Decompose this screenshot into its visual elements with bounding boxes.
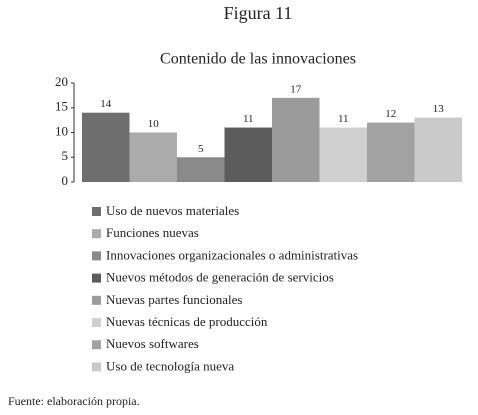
bar bbox=[82, 112, 130, 182]
bar bbox=[129, 132, 177, 182]
bar bbox=[414, 117, 462, 182]
legend-label: Uso de tecnología nueva bbox=[106, 358, 234, 373]
legend-swatch bbox=[92, 207, 101, 216]
legend-label: Innovaciones organizacionales o administ… bbox=[106, 247, 358, 262]
bar bbox=[319, 127, 367, 182]
value-label: 11 bbox=[243, 113, 254, 125]
legend-label: Nuevas partes funcionales bbox=[106, 292, 242, 307]
legend-swatch bbox=[92, 340, 101, 350]
bar bbox=[367, 122, 415, 182]
y-tick-label: 20 bbox=[55, 74, 68, 89]
source-note: Fuente: elaboración propia. bbox=[8, 394, 140, 408]
legend-swatch bbox=[92, 318, 101, 327]
legend-swatch bbox=[92, 251, 101, 261]
y-tick-label: 15 bbox=[55, 99, 68, 114]
bar bbox=[272, 97, 320, 182]
legend-label: Nuevos métodos de generación de servicio… bbox=[106, 270, 334, 285]
legend-swatch bbox=[92, 295, 101, 305]
value-label: 5 bbox=[198, 143, 204, 155]
bar bbox=[177, 157, 225, 182]
legend-swatch bbox=[92, 362, 101, 372]
value-label: 10 bbox=[148, 118, 160, 130]
legend-label: Nuevas técnicas de producción bbox=[106, 314, 268, 329]
legend-swatch bbox=[92, 273, 101, 283]
value-label: 17 bbox=[290, 83, 302, 95]
chart-subtitle: Contenido de las innovaciones bbox=[160, 51, 356, 68]
value-label: 14 bbox=[100, 98, 112, 110]
value-label: 12 bbox=[385, 108, 396, 120]
legend-label: Uso de nuevos materiales bbox=[106, 203, 239, 218]
bar bbox=[224, 127, 272, 182]
y-tick-label: 0 bbox=[62, 173, 69, 188]
legend-label: Funciones nuevas bbox=[106, 225, 199, 240]
value-label: 11 bbox=[338, 113, 349, 125]
y-tick-label: 10 bbox=[55, 123, 68, 138]
legend-swatch bbox=[92, 229, 101, 239]
chart-title: Figura 11 bbox=[224, 3, 293, 23]
y-tick-label: 5 bbox=[62, 148, 69, 163]
value-label: 13 bbox=[433, 103, 445, 115]
legend-label: Nuevos softwares bbox=[106, 336, 199, 351]
